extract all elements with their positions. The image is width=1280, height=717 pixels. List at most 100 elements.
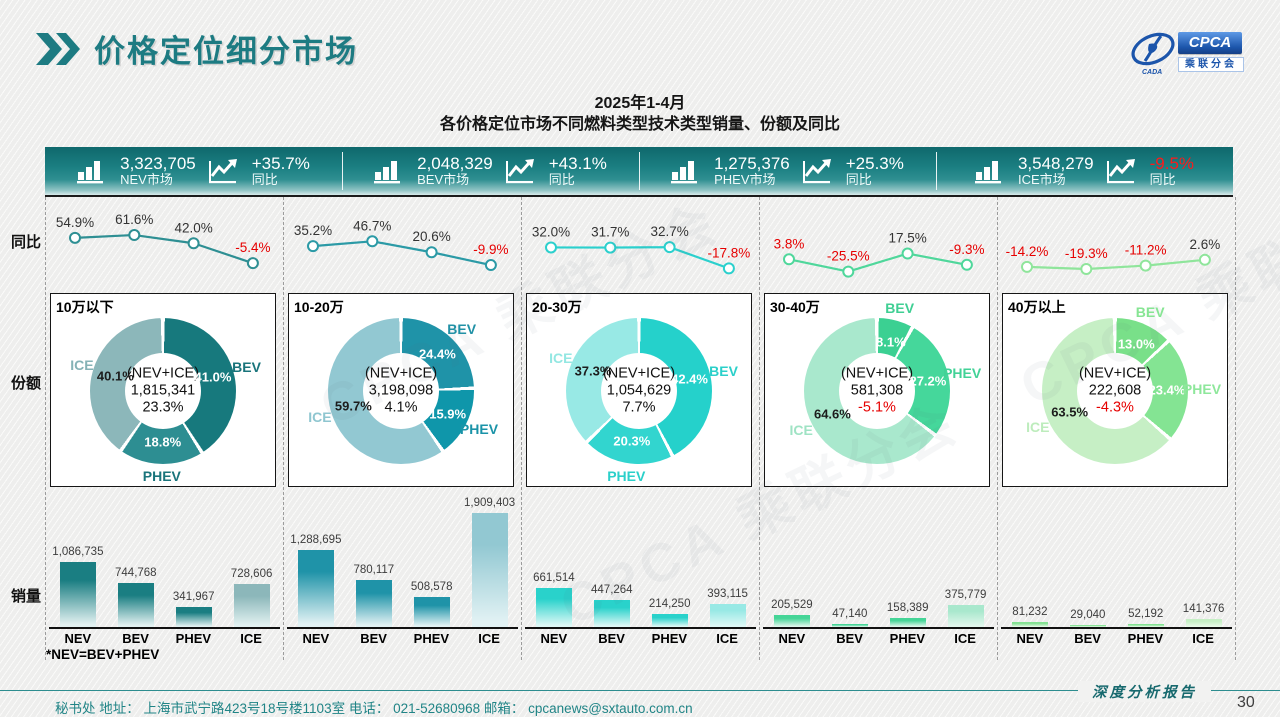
category-label: BEV	[1074, 631, 1101, 646]
category-label: NEV	[302, 631, 330, 646]
slice-pct-label: 42.4%	[671, 371, 708, 387]
category-labels: NEV BEV PHEV ICE	[49, 631, 280, 646]
kpi-value: 1,275,376	[714, 153, 790, 173]
chart-title-line2: 各价格定位市场不同燃料类型技术类型销量、份额及同比	[439, 116, 840, 133]
slice-name-label: PHEV	[943, 365, 982, 382]
data-point	[960, 258, 973, 271]
donut-center-line1: (NEV+ICE)	[1078, 365, 1152, 382]
yoy-value-label: -9.3%	[949, 242, 984, 257]
yoy-line-svg: 3.8% -25.5% 17.5% -9.3%	[774, 231, 985, 278]
cada-text: CADA	[1142, 69, 1162, 76]
sales-bar	[297, 550, 334, 627]
sales-bar	[117, 582, 154, 627]
slice-pct-label: 15.9%	[429, 406, 467, 422]
data-point	[901, 247, 914, 260]
kpi-value: 3,323,705	[120, 153, 196, 173]
sales-bar-chart: 205,529 47,140 158,389 375,779 NEV BEV PHEV ICE	[760, 490, 997, 660]
cpca-subtext: 乘联分会	[1178, 57, 1244, 72]
donut-center-value: 581,308	[850, 382, 904, 399]
category-label: NEV	[778, 631, 806, 646]
sales-bar-chart: 1,086,735 744,768 341,967 728,606 NEV BEV PHEV…	[46, 490, 283, 660]
donut-center-label: (NEV+ICE) 581,308 -5.1%	[841, 366, 913, 417]
slice-pct-label: 63.5%	[1051, 404, 1089, 420]
share-chart-box: 30-40万 (NEV+ICE) 581,308 -5.1% 8.1% BEV 27.2% P…	[764, 293, 990, 487]
footnote: *NEV=BEV+PHEV	[46, 647, 160, 662]
kpi-segment-bev-market: 2,048,329 BEV市场 +43.1% 同比	[342, 147, 639, 195]
category-label: PHEV	[889, 631, 926, 646]
segment-title: 10万以下	[56, 299, 114, 315]
yoy-line-chart: 54.9% 61.6% 42.0% -5.4%	[46, 197, 283, 290]
sales-bar	[889, 617, 926, 627]
price-segment-column: 35.2% 46.7% 20.6% -9.9% 10-20万 (NEV+ICE) 3,198…	[283, 197, 521, 660]
kpi-yoy-pct: +25.3%	[845, 153, 904, 173]
report-type-label: 深度分析报告	[1078, 681, 1211, 702]
category-label: BEV	[122, 631, 149, 646]
sales-plot: 1,288,695 780,117 508,578 1,909,403	[287, 490, 518, 629]
slice-pct-label: 20.3%	[613, 433, 651, 449]
kpi-label: PHEV市场	[714, 172, 776, 188]
slice-pct-label: 24.4%	[418, 346, 456, 362]
chart-title-block: 2025年1-4月 各价格定位市场不同燃料类型技术类型销量、份额及同比	[0, 93, 1280, 135]
yoy-value-label: 35.2%	[294, 223, 332, 238]
bar-value-label: 661,514	[533, 571, 575, 584]
bar-value-label: 158,389	[886, 601, 929, 614]
sales-bar	[355, 580, 392, 627]
yoy-value-label: 32.7%	[650, 224, 688, 239]
data-point	[842, 265, 855, 278]
trend-arrow-icon	[505, 159, 534, 184]
bar-value-label: 141,376	[1182, 602, 1225, 615]
yoy-line-svg: 54.9% 61.6% 42.0% -5.4%	[56, 212, 271, 270]
kpi-yoy-pct: -9.5%	[1149, 153, 1195, 173]
slice-pct-label: 23.4%	[1148, 382, 1186, 398]
trend-arrow-icon	[802, 159, 831, 184]
bar-value-label: 393,115	[707, 587, 748, 600]
price-segment-column: 32.0% 31.7% 32.7% -17.8% 20-30万 (NEV+ICE) 1,05…	[521, 197, 759, 660]
yoy-value-label: -25.5%	[827, 249, 870, 264]
bar-chart-icon	[974, 161, 1001, 184]
donut-center-value: 1,054,629	[606, 382, 672, 399]
cpca-wordmark: CPCA	[1178, 32, 1242, 54]
share-donut	[328, 318, 474, 464]
slice-pct-label: 64.6%	[813, 406, 851, 422]
share-chart-box: 40万以上 (NEV+ICE) 222,608 -4.3% 13.0% BEV 23.4% P…	[1002, 293, 1228, 487]
bar-value-label: 81,232	[1012, 606, 1048, 619]
category-label: NEV	[64, 631, 92, 646]
slice-name-label: BEV	[447, 321, 477, 338]
share-donut	[804, 318, 950, 464]
trend-arrow-icon	[208, 159, 237, 184]
category-labels: NEV BEV PHEV ICE	[525, 631, 756, 646]
row-label-share: 份额	[10, 375, 41, 392]
donut-center-pct: 23.3%	[142, 399, 184, 416]
sales-bar	[831, 624, 868, 627]
bar-value-label: 52,192	[1128, 607, 1164, 620]
donut-center-value: 1,815,341	[130, 382, 196, 399]
slice-pct-label: 8.1%	[876, 334, 906, 350]
yoy-line-chart: 35.2% 46.7% 20.6% -9.9%	[284, 197, 521, 290]
data-point	[783, 253, 795, 266]
donut-hole	[363, 353, 439, 429]
category-label: ICE	[478, 631, 500, 646]
kpi-value: 3,548,279	[1017, 153, 1094, 173]
chart-grid: 54.9% 61.6% 42.0% -5.4% 10万以下 (NEV+ICE) 1,815,…	[45, 197, 1236, 660]
donut-center-pct: -5.1%	[858, 399, 896, 416]
slice-name-label: BEV	[709, 362, 738, 379]
data-point	[663, 241, 676, 254]
data-point	[246, 257, 259, 270]
share-donut	[1042, 318, 1188, 464]
category-label: NEV	[540, 631, 568, 646]
sales-bar	[1185, 618, 1222, 627]
yoy-value-label: -19.3%	[1065, 246, 1108, 261]
data-point	[128, 229, 141, 242]
share-chart-box: 10万以下 (NEV+ICE) 1,815,341 23.3% 41.0% BEV 18.8…	[50, 293, 276, 487]
donut-center-pct: -4.3%	[1096, 399, 1134, 416]
slice-pct-label: 27.2%	[909, 373, 947, 388]
data-point	[366, 235, 379, 248]
kpi-segment-nev-market: 3,323,705 NEV市场 +35.7% 同比	[45, 147, 342, 195]
donut-center-pct: 4.1%	[384, 399, 418, 416]
cpca-emblem-icon: CADA	[1131, 32, 1175, 76]
yoy-value-label: 42.0%	[174, 220, 212, 235]
category-label: ICE	[240, 631, 262, 646]
slice-name-label: ICE	[308, 408, 332, 425]
yoy-value-label: 61.6%	[115, 212, 153, 227]
